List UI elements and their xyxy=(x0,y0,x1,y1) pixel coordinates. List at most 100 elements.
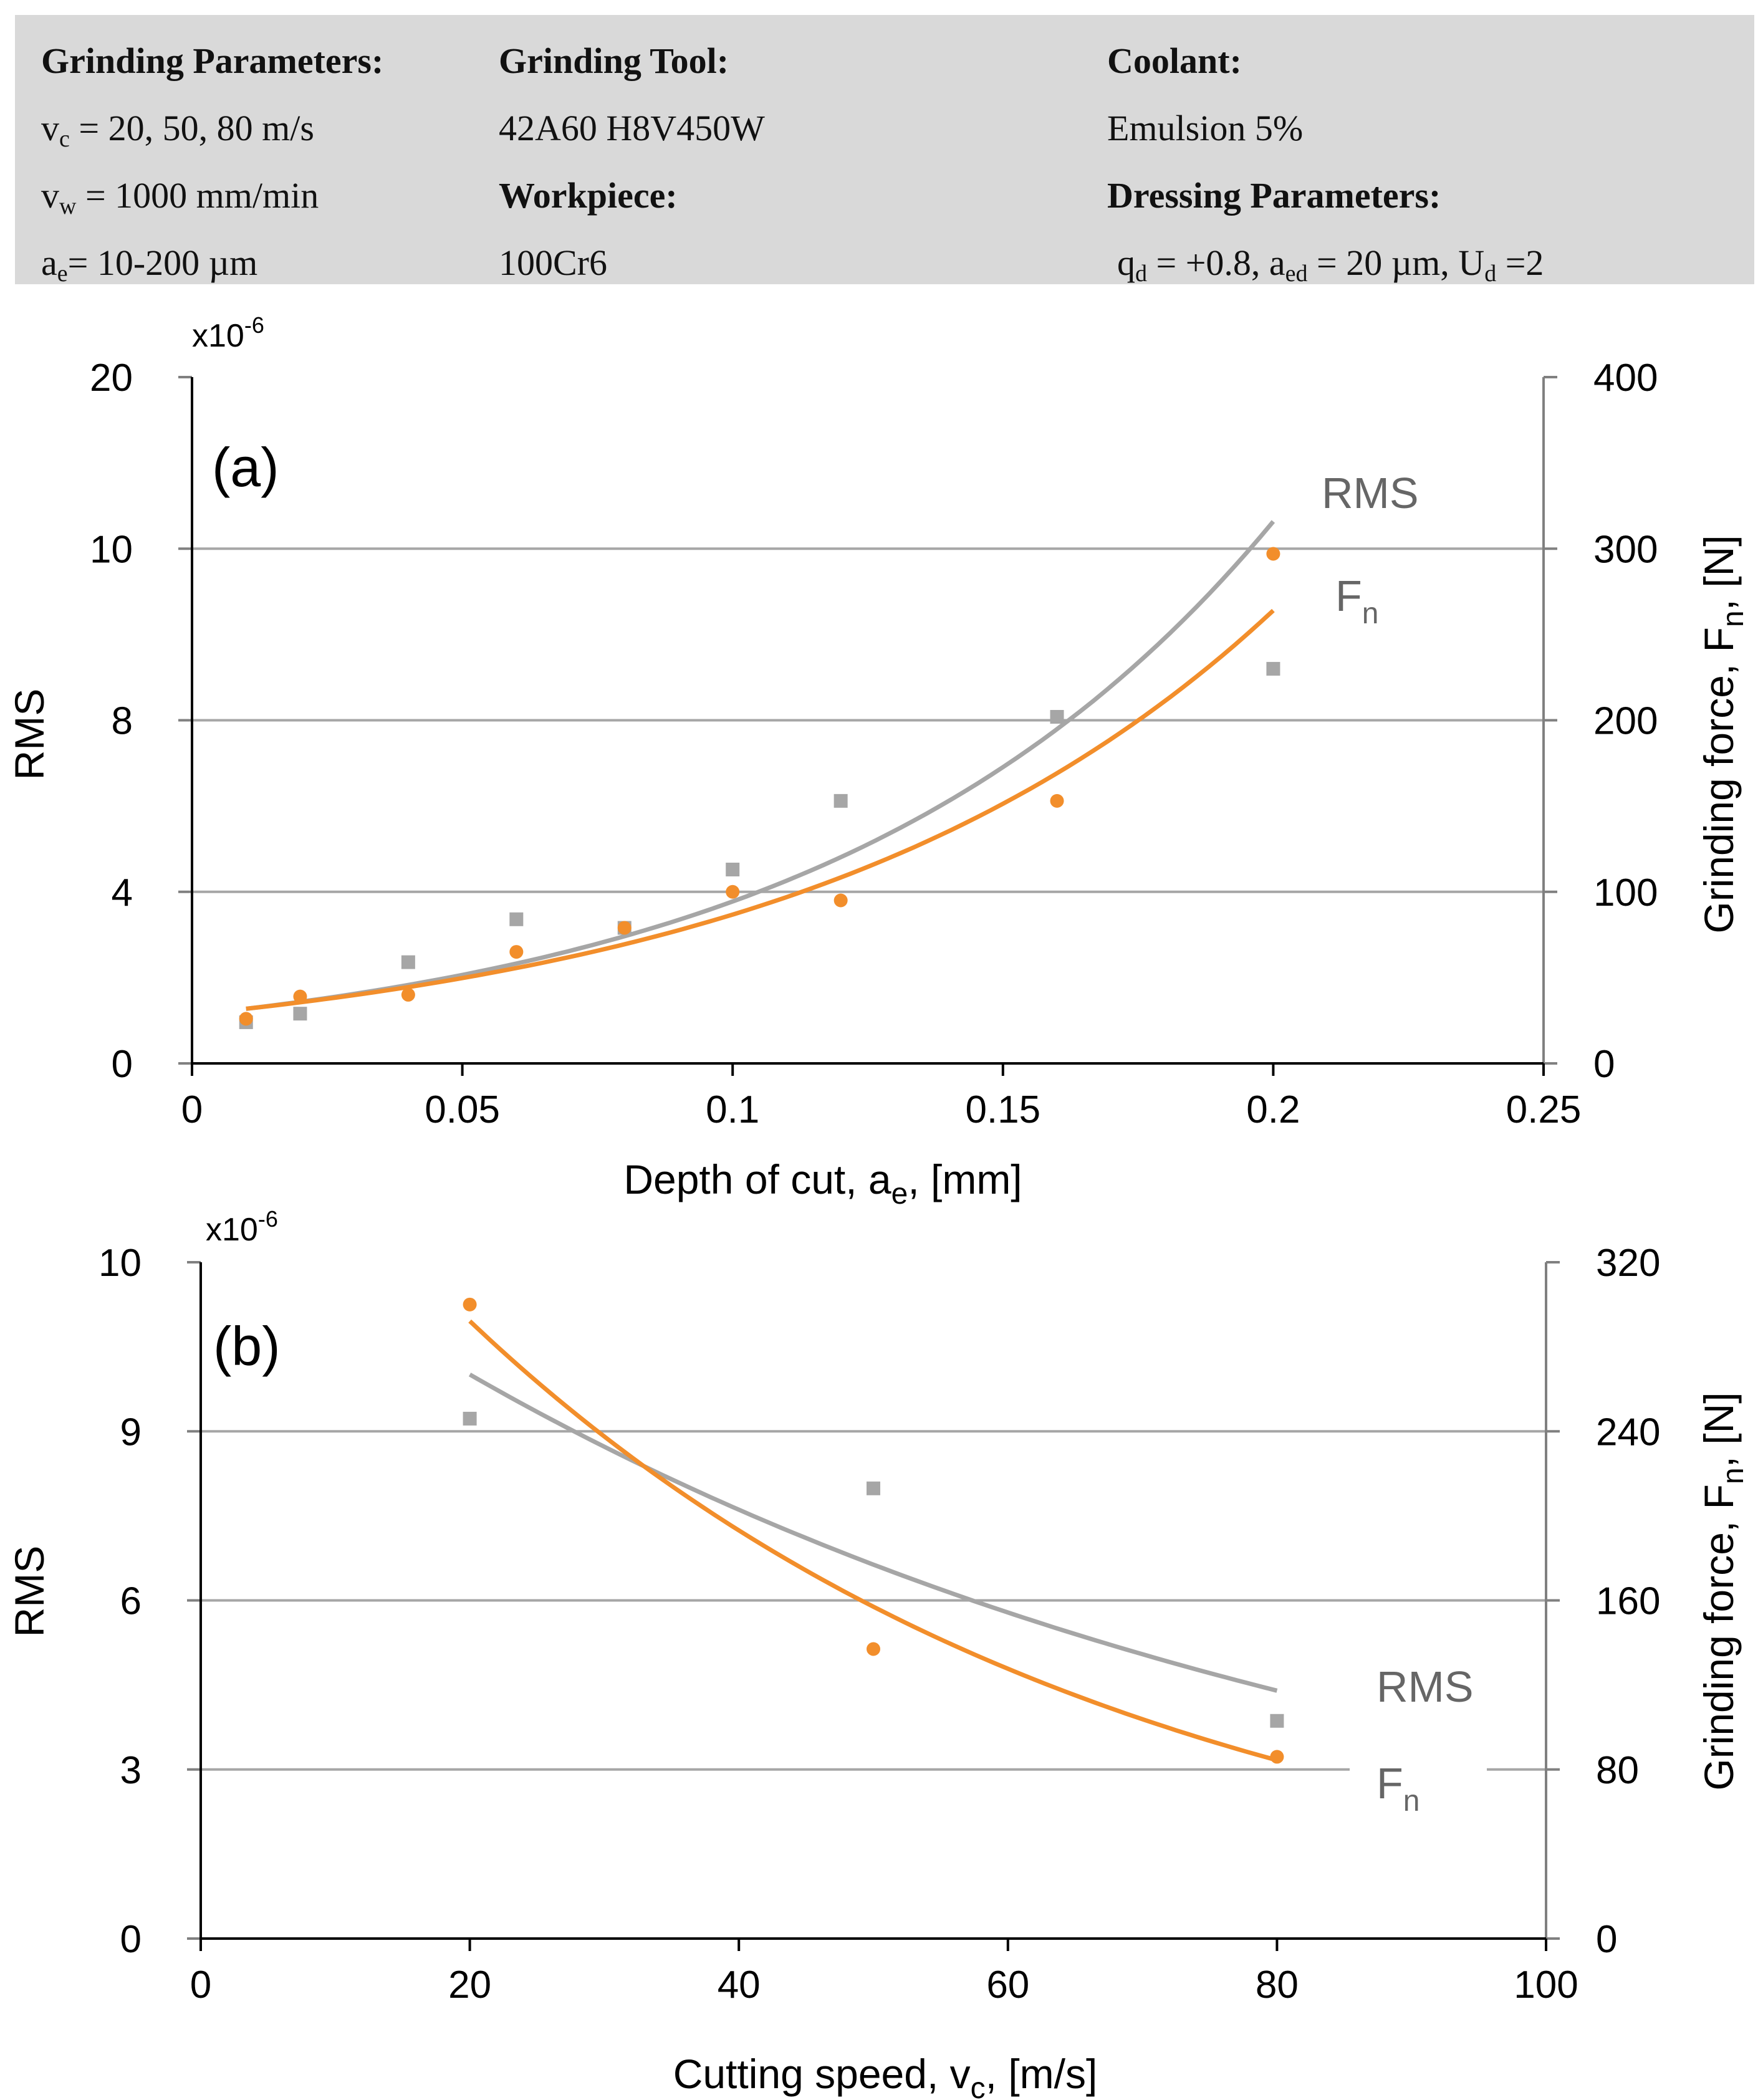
trend-line-f xyxy=(468,1319,1278,1763)
rms-data-point xyxy=(867,1481,880,1495)
x-tick-label: 0.2 xyxy=(1246,1088,1300,1131)
left-tick-label: 20 xyxy=(90,357,133,400)
grinding-parameters-header: Grinding Parameters: xyxy=(41,41,384,81)
y-axis-label-left-a: RMS xyxy=(6,689,52,780)
coolant-header: Coolant: xyxy=(1107,41,1242,81)
y-axis-label-left-b: RMS xyxy=(6,1546,52,1637)
trend-line-rms xyxy=(468,1373,1278,1693)
left-tick-label: 10 xyxy=(98,1242,142,1285)
x-tick-label: 60 xyxy=(986,1963,1029,2007)
fn-data-point xyxy=(463,1297,477,1311)
legend-rms-a: RMS xyxy=(1322,469,1419,517)
scale-label-a: x10-6 xyxy=(192,312,264,354)
fn-data-point xyxy=(833,893,848,908)
right-tick-label: 0 xyxy=(1596,1918,1617,1961)
vw-parameter: vw = 1000 mm/min xyxy=(41,175,319,219)
x-tick-label: 0.15 xyxy=(965,1088,1040,1131)
workpiece-header: Workpiece: xyxy=(499,175,678,216)
left-tick-label: 0 xyxy=(120,1918,142,1961)
x-axis-label-b: Cutting speed, vc, [m/s] xyxy=(673,2051,1098,2100)
x-axis-label-a: Depth of cut, ae, [mm] xyxy=(623,1156,1022,1209)
x-tick-label: 0.05 xyxy=(425,1088,500,1131)
coolant-column: Coolant: Emulsion 5% Dressing Parameters… xyxy=(1107,27,1544,297)
fn-data-point xyxy=(867,1642,880,1656)
left-tick-label: 0 xyxy=(112,1043,133,1086)
right-tick-label: 240 xyxy=(1596,1411,1660,1454)
legend-fn-a: Fn xyxy=(1335,572,1378,630)
y-axis-label-right-b: Grinding force, Fn, [N] xyxy=(1696,1392,1750,1790)
panel-label-b: (b) xyxy=(213,1315,281,1377)
trend-lines xyxy=(468,1319,1278,1763)
x-tick-label: 0 xyxy=(181,1088,203,1131)
rms-data-point xyxy=(293,1007,307,1021)
grinding-tool-header: Grinding Tool: xyxy=(499,41,729,81)
right-tick-label: 200 xyxy=(1593,700,1658,743)
coolant-value: Emulsion 5% xyxy=(1107,108,1304,148)
x-tick-label: 100 xyxy=(1514,1963,1578,2007)
right-tick-label: 300 xyxy=(1593,528,1658,571)
right-tick-label: 0 xyxy=(1593,1043,1615,1086)
x-tick-label: 0.1 xyxy=(706,1088,759,1131)
trend-line-f xyxy=(246,608,1275,1011)
x-tick-label: 0.25 xyxy=(1506,1088,1582,1131)
fn-data-point xyxy=(1266,547,1280,561)
left-tick-label: 3 xyxy=(120,1749,142,1792)
fn-data-point xyxy=(239,1012,253,1026)
x-tick-label: 20 xyxy=(448,1963,491,2007)
vc-parameter: vc = 20, 50, 80 m/s xyxy=(41,108,314,152)
right-tick-label: 80 xyxy=(1596,1749,1639,1792)
fn-data-point xyxy=(401,987,415,1002)
parameter-box: Grinding Parameters: vc = 20, 50, 80 m/s… xyxy=(15,15,1754,287)
dressing-parameters-header: Dressing Parameters: xyxy=(1107,175,1441,216)
fn-data-point xyxy=(293,989,307,1004)
rms-data-point xyxy=(1270,1714,1284,1728)
legend-rms-b: RMS xyxy=(1376,1662,1474,1711)
fn-data-point xyxy=(1050,793,1064,808)
left-tick-label: 4 xyxy=(112,871,133,914)
trend-line-rms xyxy=(246,520,1275,1011)
rms-data-point xyxy=(726,862,740,876)
y-axis-label-right-a: Grinding force, Fn, [N] xyxy=(1696,535,1750,933)
right-tick-label: 400 xyxy=(1593,357,1658,400)
legend-fn-b: Fn xyxy=(1376,1759,1420,1818)
ae-parameter: ae= 10-200 µm xyxy=(41,242,258,287)
x-tick-label: 80 xyxy=(1256,1963,1299,2007)
right-tick-label: 100 xyxy=(1593,871,1658,914)
fn-data-point xyxy=(1270,1750,1284,1764)
rms-data-point xyxy=(509,912,524,926)
data-points xyxy=(239,547,1280,1029)
left-tick-label: 9 xyxy=(120,1411,142,1454)
axes xyxy=(178,376,1557,1076)
right-tick-label: 160 xyxy=(1596,1580,1660,1623)
trend-lines xyxy=(246,520,1275,1011)
data-points xyxy=(463,1297,1284,1764)
fn-data-point xyxy=(617,921,632,935)
axes xyxy=(187,1261,1560,1951)
rms-data-point xyxy=(833,793,848,808)
legend-mask xyxy=(1350,1755,1487,1811)
panel-label-a: (a) xyxy=(212,436,279,498)
fn-data-point xyxy=(509,945,524,959)
rms-data-point xyxy=(401,955,415,969)
rms-data-point xyxy=(1050,709,1064,724)
x-tick-label: 0 xyxy=(190,1963,211,2007)
grinding-tool-column: Grinding Tool: 42A60 H8V450W Workpiece: … xyxy=(499,27,765,297)
rms-data-point xyxy=(1266,661,1280,676)
left-tick-label: 8 xyxy=(112,700,133,743)
grid-lines xyxy=(192,547,1544,893)
left-tick-label: 6 xyxy=(120,1580,142,1623)
grinding-tool-value: 42A60 H8V450W xyxy=(499,108,765,148)
scale-label-b: x10-6 xyxy=(206,1206,278,1248)
x-tick-label: 40 xyxy=(718,1963,761,2007)
dressing-parameters-value: qd = +0.8, aed = 20 µm, Ud =2 xyxy=(1117,242,1544,287)
right-tick-label: 320 xyxy=(1596,1242,1660,1285)
rms-data-point xyxy=(463,1411,477,1426)
grinding-parameters-column: Grinding Parameters: vc = 20, 50, 80 m/s… xyxy=(41,27,383,297)
workpiece-value: 100Cr6 xyxy=(499,242,607,283)
grid-lines xyxy=(201,1430,1546,1771)
left-tick-label: 10 xyxy=(90,528,133,571)
